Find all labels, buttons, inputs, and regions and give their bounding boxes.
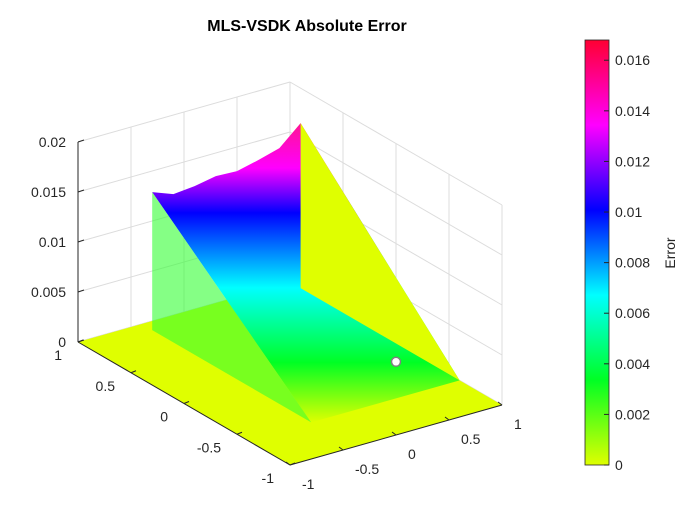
colorbar-tick-label: 0.008: [615, 255, 650, 271]
x-tick: [391, 431, 397, 436]
x-tick: [497, 401, 503, 406]
axes-3d: 0 0.005 0.01 0.015 0.02 -1 -0.5 0 0.5 1 -1 -0.5 0 0.5…: [31, 81, 522, 492]
colorbar-ticks: 0 0.002 0.004 0.006 0.008 0.01 0.012 0.014 0.016: [604, 52, 650, 473]
y-tick-label: 0.5: [96, 378, 116, 394]
colorbar-tick-label: 0.004: [615, 356, 650, 372]
y-tick: [77, 339, 84, 343]
grid-line: [289, 131, 503, 256]
y-tick: [130, 370, 137, 374]
x-tick-label: -0.5: [355, 461, 379, 477]
x-tick: [285, 461, 291, 466]
z-tick: [77, 289, 85, 293]
colorbar-tick-label: 0.006: [615, 305, 650, 321]
colorbar-label: Error: [662, 237, 678, 268]
colorbar-tick-label: 0.01: [615, 204, 642, 220]
y-tick-label: 0: [160, 409, 168, 425]
colorbar-tick-label: 0.016: [615, 52, 650, 68]
y-tick-label: -0.5: [197, 439, 221, 455]
grid-line: [289, 81, 503, 206]
y-tick-label: -1: [262, 470, 275, 486]
chart-title: MLS-VSDK Absolute Error: [207, 18, 406, 35]
z-tick: [77, 189, 85, 193]
z-tick-label: 0: [58, 334, 66, 350]
colorbar: [584, 39, 610, 466]
x-tick: [338, 446, 344, 451]
z-tick-label: 0.01: [39, 234, 66, 250]
z-tick-label: 0.015: [31, 184, 66, 200]
colorbar-tick-label: 0.014: [615, 103, 650, 119]
grid-line: [77, 131, 291, 193]
data-tip-marker: [390, 356, 402, 368]
z-tick: [77, 139, 85, 143]
surface-side: [152, 192, 312, 423]
y-tick-label: 1: [54, 347, 62, 363]
z-tick-label: 0.02: [39, 134, 66, 150]
z-tick-label: 0.005: [31, 284, 66, 300]
x-tick-label: 0: [408, 446, 416, 462]
surface-cliff: [300, 123, 460, 381]
y-tick: [289, 462, 296, 466]
x-tick: [444, 416, 450, 421]
y-tick: [236, 431, 243, 435]
colorbar-tick-label: 0.012: [615, 153, 650, 169]
z-tick: [77, 239, 85, 243]
colorbar-tick-label: 0: [615, 457, 623, 473]
x-tick-label: 0.5: [461, 431, 481, 447]
x-tick-label: 1: [514, 416, 522, 432]
y-tick: [183, 401, 190, 404]
grid-line: [77, 81, 291, 143]
colorbar-tick-label: 0.002: [615, 406, 650, 422]
x-tick-label: -1: [302, 476, 315, 492]
